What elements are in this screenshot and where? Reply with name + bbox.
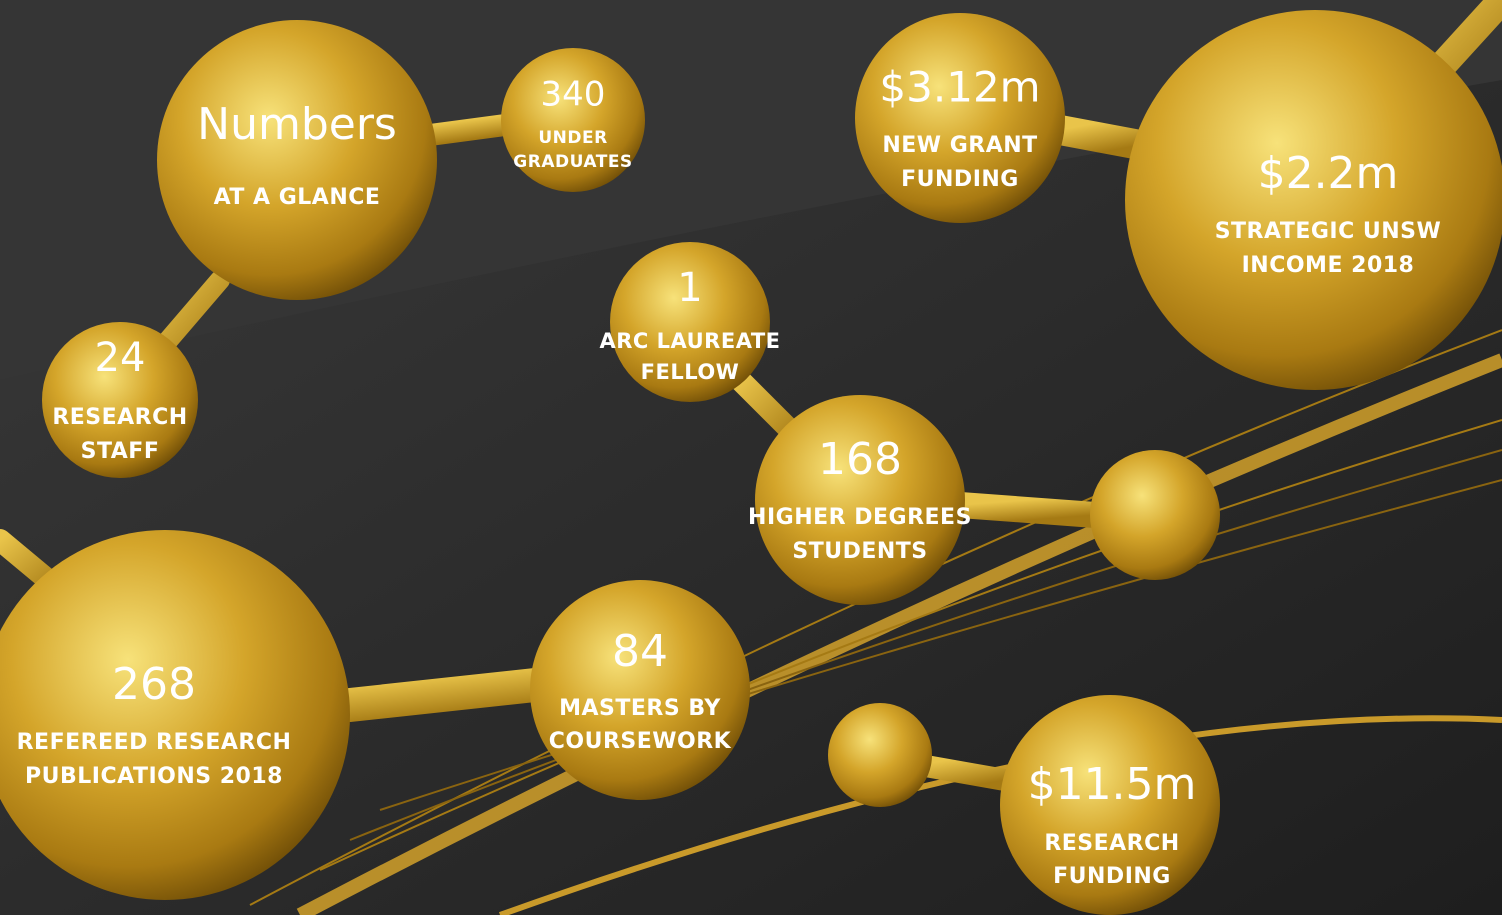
stat-value: $3.12m — [879, 63, 1040, 112]
sphere — [855, 13, 1065, 223]
stat-label: UNDER — [538, 128, 607, 148]
stat-label: HIGHER DEGREES — [748, 505, 972, 530]
stat-value: 24 — [95, 335, 146, 381]
stat-value: 1 — [677, 265, 702, 311]
stat-value: 84 — [612, 626, 668, 677]
stat-label: FELLOW — [641, 360, 740, 384]
sphere — [828, 703, 932, 807]
stat-value: 168 — [818, 434, 902, 485]
stat-label: STAFF — [81, 439, 160, 464]
stat-label: INCOME 2018 — [1242, 253, 1415, 278]
sphere — [530, 580, 750, 800]
sphere — [157, 20, 437, 300]
sphere — [501, 48, 645, 192]
stat-label: ARC LAUREATE — [600, 329, 781, 353]
subtitle: AT A GLANCE — [214, 185, 381, 210]
stat-value: 268 — [112, 659, 196, 710]
stat-label: RESEARCH — [1044, 831, 1179, 856]
stat-label: NEW GRANT — [882, 133, 1037, 158]
stat-label: FUNDING — [1053, 864, 1171, 889]
title: Numbers — [197, 99, 397, 150]
texts: Numbers AT A GLANCE 340 UNDER GRADUATES … — [17, 63, 1442, 890]
sphere — [1090, 450, 1220, 580]
sphere — [42, 322, 198, 478]
stat-label: MASTERS BY — [559, 696, 721, 721]
sphere — [1000, 695, 1220, 915]
sphere — [0, 530, 350, 900]
stat-label: GRADUATES — [513, 152, 632, 172]
stat-label: FUNDING — [901, 167, 1019, 192]
stat-value: $2.2m — [1258, 148, 1399, 199]
sphere — [610, 242, 770, 402]
stat-label: STUDENTS — [792, 539, 927, 564]
sphere — [1125, 10, 1502, 390]
stat-label: COURSEWORK — [549, 729, 732, 754]
sphere — [755, 395, 965, 605]
stat-label: RESEARCH — [52, 405, 187, 430]
stat-label: STRATEGIC UNSW — [1215, 219, 1442, 244]
stat-label: PUBLICATIONS 2018 — [25, 764, 283, 789]
stat-value: $11.5m — [1028, 759, 1197, 810]
spheres — [0, 10, 1502, 915]
stat-value: 340 — [541, 75, 606, 115]
stat-label: REFEREED RESEARCH — [17, 730, 292, 755]
